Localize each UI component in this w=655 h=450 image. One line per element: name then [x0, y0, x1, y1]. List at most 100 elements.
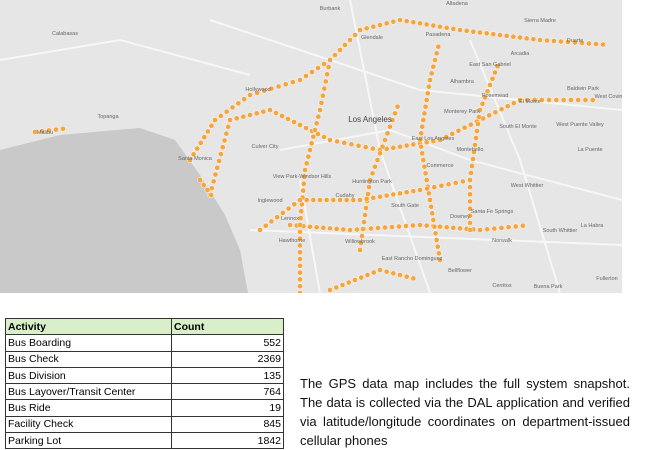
gps-dot: [323, 197, 330, 203]
place-label: South El Monte: [499, 124, 537, 130]
gps-dot: [437, 137, 443, 143]
gps-dot: [430, 138, 437, 144]
gps-dot: [403, 18, 410, 24]
gps-dot: [358, 240, 364, 246]
gps-dot: [410, 141, 417, 148]
gps-dot: [358, 274, 365, 281]
gps-dot: [479, 100, 486, 107]
gps-dot: [438, 182, 445, 189]
place-label: Commerce: [427, 163, 454, 169]
gps-dot: [327, 225, 333, 232]
gps-dot: [436, 250, 442, 257]
gps-dot: [333, 284, 340, 291]
gps-dot: [287, 222, 293, 228]
gps-dot: [434, 243, 441, 250]
table-row: Bus Layover/Transit Center 764: [5, 383, 284, 401]
gps-dot: [579, 40, 585, 46]
gps-dot: [469, 163, 475, 169]
gps-dot: [297, 122, 303, 128]
gps-dot: [489, 75, 496, 82]
gps-dot: [350, 197, 357, 203]
gps-dot: [325, 64, 332, 70]
place-label: Glendale: [361, 35, 383, 41]
count-cell: 135: [171, 366, 284, 385]
gps-dot: [225, 123, 232, 130]
place-label: View Park-Windsor Hills: [273, 174, 332, 180]
gps-dot: [424, 185, 430, 192]
gps-dot: [357, 247, 363, 253]
gps-dot: [424, 90, 431, 97]
gps-dot: [291, 119, 297, 125]
gps-dot: [437, 223, 443, 230]
gps-dot: [432, 57, 438, 63]
gps-dot: [297, 235, 303, 242]
gps-dot: [524, 97, 531, 103]
gps-dot: [370, 269, 377, 276]
place-label: South Gate: [391, 203, 419, 209]
gps-dot: [307, 147, 313, 153]
gps-dot: [297, 197, 303, 203]
gps-dot: [363, 25, 370, 32]
gps-dot: [46, 127, 52, 134]
gps-dot: [321, 85, 328, 92]
place-label: Arcadia: [511, 51, 531, 57]
gps-dot: [368, 225, 374, 232]
gps-dot: [303, 125, 309, 131]
gps-dot: [279, 113, 285, 119]
gps-dot: [317, 107, 323, 113]
dots: [32, 17, 606, 293]
gps-dot: [303, 73, 309, 79]
place-label: East Rancho Dominguez: [382, 256, 443, 262]
activity-cell: Bus Division: [5, 366, 172, 385]
gps-dot: [345, 279, 352, 286]
gps-dot: [450, 26, 457, 32]
gps-dot: [214, 164, 221, 171]
gps-dot: [352, 277, 358, 283]
gps-dot: [422, 170, 429, 177]
gps-dot: [223, 130, 230, 137]
gps-dot: [473, 135, 479, 141]
gps-dot: [510, 100, 517, 106]
gps-dot: [491, 225, 498, 232]
gps-dot: [572, 39, 578, 46]
gps-dot: [268, 85, 275, 92]
gps-dot: [417, 137, 423, 143]
gps-dot: [320, 92, 326, 99]
gps-dot: [343, 197, 350, 203]
activity-cell: Parking Lot: [5, 432, 172, 450]
gps-dot: [352, 32, 358, 38]
place-label: Rosemead: [482, 93, 509, 99]
gps-dot: [362, 212, 368, 218]
gps-dot: [530, 36, 537, 43]
gps-dot: [364, 272, 371, 278]
gps-dot: [423, 97, 430, 103]
gps-dot: [490, 31, 497, 38]
map: Burbank Altadena Sierra Madre Calabasas Glen…: [0, 0, 622, 293]
gps-dot: [582, 97, 589, 103]
gps-dot: [297, 249, 303, 256]
gps-dot: [321, 61, 327, 67]
place-label: Willowbrook: [345, 239, 375, 245]
gps-dot: [389, 224, 395, 230]
gps-dot: [419, 123, 426, 130]
gps-dot: [512, 223, 519, 230]
gps-dot: [431, 223, 438, 230]
ocean: [0, 128, 248, 293]
gps-dot: [589, 97, 596, 103]
gps-dot: [247, 92, 253, 98]
gps-dot: [397, 190, 403, 197]
gps-dot: [315, 131, 321, 137]
gps-dot: [303, 197, 310, 203]
gps-dot: [347, 227, 353, 233]
gps-dot: [435, 43, 442, 50]
gps-dot: [310, 197, 317, 203]
gps-dot: [383, 268, 390, 275]
gps-dot: [551, 38, 557, 44]
gps-dot: [387, 123, 393, 130]
gps-dot: [297, 276, 303, 283]
gps-dot: [403, 223, 409, 229]
gps-dot: [390, 144, 397, 151]
paragraph: The GPS data map includes the full syste…: [300, 376, 630, 448]
gps-dot: [600, 41, 606, 48]
gps-dot: [297, 256, 303, 262]
